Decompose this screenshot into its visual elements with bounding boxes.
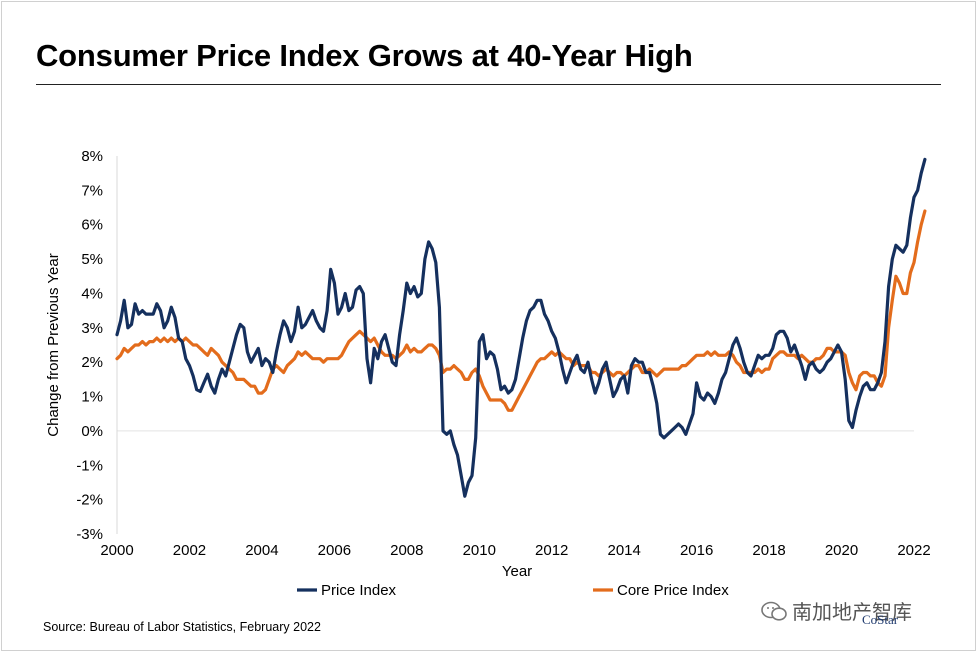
y-tick-label: -3% [76,526,103,543]
chart-title: Consumer Price Index Grows at 40-Year Hi… [36,38,693,73]
legend-label: Core Price Index [617,582,729,599]
x-axis-title: Year [502,563,532,580]
wechat-icon [761,601,787,621]
y-tick-label: 2% [81,354,103,371]
series-line-price-index [115,157,927,498]
x-tick-label: 2016 [680,542,713,559]
x-tick-label: 2004 [245,542,278,559]
x-tick-label: 2008 [390,542,423,559]
y-tick-label: -1% [76,457,103,474]
x-tick-label: 2012 [535,542,568,559]
legend: Price Index Core Price Index [297,582,729,599]
title-divider [36,84,941,85]
y-tick-label: 8% [81,148,103,165]
x-tick-label: 2010 [463,542,496,559]
y-tick-label: 4% [81,285,103,302]
x-tick-label: 2002 [173,542,206,559]
source-note: Source: Bureau of Labor Statistics, Febr… [43,620,321,634]
y-tick-label: 3% [81,320,103,337]
watermark-text: 南加地产智库 [792,602,912,624]
x-tick-label: 2000 [100,542,133,559]
y-tick-label: 1% [81,389,103,406]
y-tick-label: 5% [81,251,103,268]
x-tick-label: 2018 [752,542,785,559]
x-tick-labels: 2000 2002 2004 2006 2008 2010 2012 2014 2016 2018… [100,542,930,559]
x-tick-label: 2006 [318,542,351,559]
x-tick-label: 2014 [607,542,640,559]
watermark: 南加地产智库 [760,596,912,625]
legend-label: Price Index [321,582,397,599]
x-tick-label: 2022 [897,542,930,559]
x-tick-label: 2020 [825,542,858,559]
y-tick-labels: -3% -2% -1% 0% 1% 2% 3% 4% 5% 6% 7% 8% [76,148,103,543]
series-layer [115,157,927,498]
y-axis-title: Change from Previous Year [45,253,62,436]
y-tick-label: 7% [81,182,103,199]
y-tick-label: -2% [76,492,103,509]
brand-logo-text: CoStar [862,612,899,627]
y-tick-label: 6% [81,217,103,234]
series-line-core-price-index [115,209,927,412]
y-tick-label: 0% [81,423,103,440]
